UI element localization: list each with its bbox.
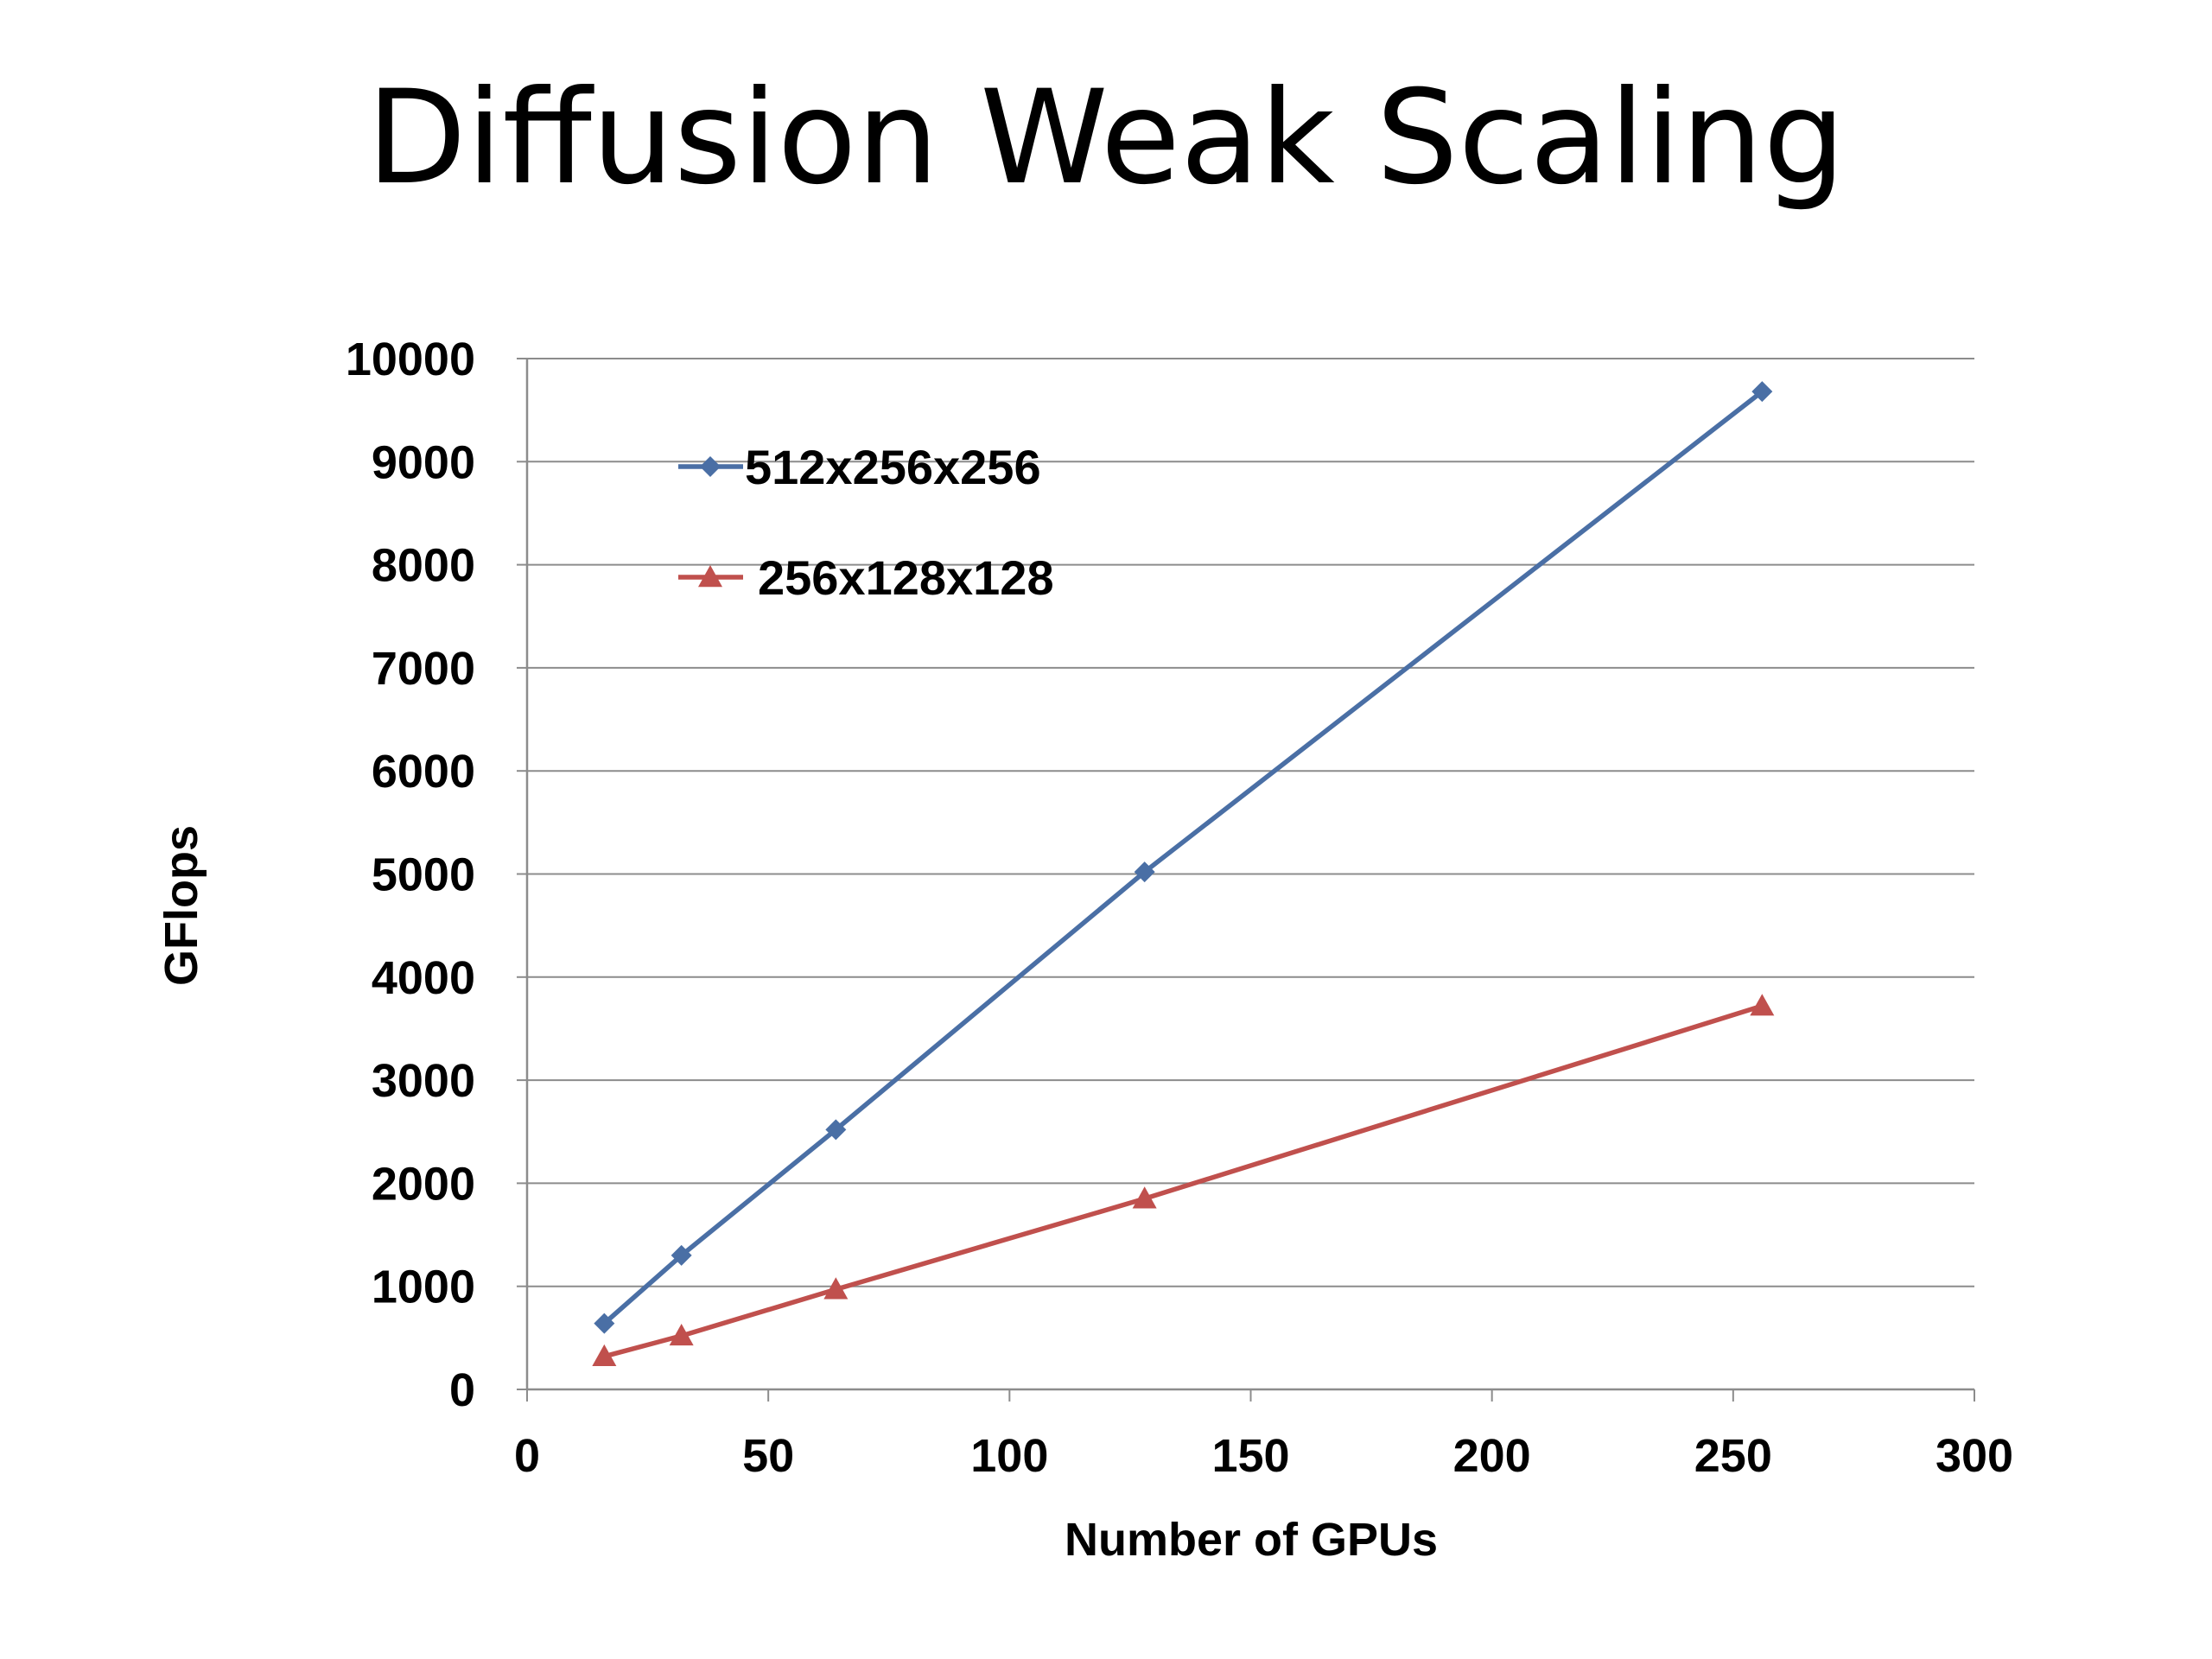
data-point-1-1 [594,1313,615,1334]
x-axis-title: Number of GPUs [1065,1514,1438,1566]
x-tick-label: 250 [1694,1430,1772,1482]
data-point-1-4 [1134,861,1155,883]
y-tick-label: 9000 [372,436,475,488]
slide-title: Diffusion Weak Scaling [366,63,1846,213]
data-point-2-1 [592,1344,617,1367]
y-tick-label: 7000 [372,643,475,695]
data-point-2-5 [1750,994,1775,1016]
x-tick-label: 0 [514,1430,540,1482]
y-tick-label: 0 [449,1364,475,1416]
y-tick-label: 1000 [372,1262,475,1313]
y-tick-label: 10000 [346,334,475,385]
y-tick-label: 2000 [372,1158,475,1210]
axes [517,358,1975,1402]
x-tick-label: 150 [1211,1430,1289,1482]
series-markers [592,381,1775,1367]
data-point-2-3 [823,1277,849,1300]
y-tick-label: 4000 [372,952,475,1004]
data-point-2-4 [1132,1186,1157,1209]
data-point-2-2 [669,1323,694,1346]
y-tick-label: 6000 [372,746,475,798]
legend-label-1: 512x256x256 [745,440,1041,494]
x-tick-label: 50 [742,1430,794,1482]
gridlines [527,358,1974,1287]
legend-swatch-marker-2 [698,565,722,588]
x-tick-label: 100 [970,1430,1048,1482]
y-tick-label: 5000 [372,849,475,901]
y-tick-label: 3000 [372,1055,475,1107]
legend-label-2: 256x128x128 [758,550,1054,605]
data-point-1-5 [1751,381,1773,403]
legend: 512x256x256 256x128x128 [678,440,1054,605]
series-line-2 [603,1003,1764,1359]
y-axis-title: GFlops [156,825,207,986]
y-tick-label: 8000 [372,540,475,592]
data-point-1-3 [825,1119,847,1141]
x-tick-label: 200 [1453,1430,1531,1482]
data-point-1-2 [671,1244,692,1266]
x-tick-label: 300 [1936,1430,2013,1482]
legend-swatch-marker-1 [700,456,721,477]
tick-labels: 0100020003000400050006000700080009000100… [346,334,2013,1482]
